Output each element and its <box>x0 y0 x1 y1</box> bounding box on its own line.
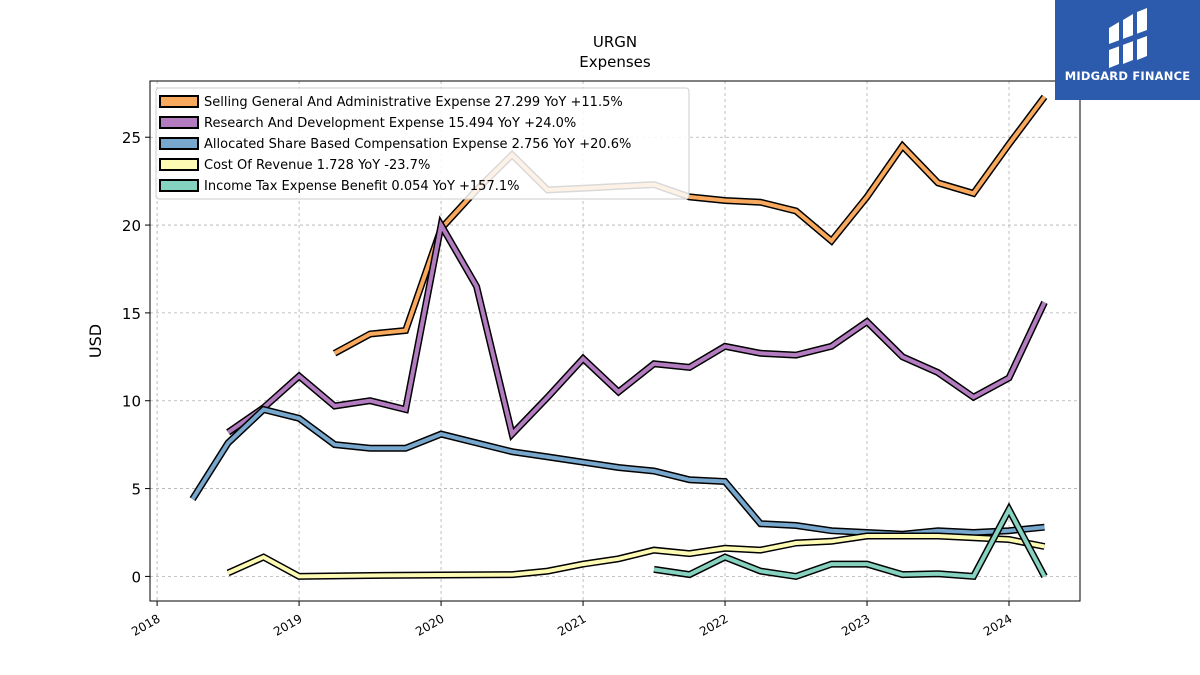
x-tick-label: 2019 <box>271 611 304 638</box>
y-tick-label: 5 <box>131 481 141 499</box>
y-tick-label: 15 <box>122 305 141 323</box>
x-tick-label: 2024 <box>981 611 1014 638</box>
legend: Selling General And Administrative Expen… <box>155 87 690 200</box>
series-line <box>226 215 1048 442</box>
y-tick-label: 25 <box>122 129 141 147</box>
legend-entry: Research And Development Expense 15.494 … <box>204 116 576 131</box>
series-line-stroke <box>226 219 1047 439</box>
x-tick-label: 2018 <box>129 611 162 638</box>
series-line <box>189 405 1045 538</box>
series-lines <box>189 94 1048 581</box>
x-tick-label: 2021 <box>555 611 588 638</box>
series-line-stroke <box>653 505 1047 579</box>
logo-mark-icon <box>1109 8 1147 68</box>
x-tick-label: 2020 <box>413 611 446 638</box>
series-line <box>226 532 1046 580</box>
chart-title: URGN <box>593 33 637 51</box>
legend-swatch <box>159 137 199 150</box>
midgard-finance-logo: MIDGARD FINANCE <box>1055 0 1200 100</box>
series-line-outline <box>189 405 1045 538</box>
y-tick-label: 0 <box>131 568 141 586</box>
legend-entry: Income Tax Expense Benefit 0.054 YoY +15… <box>204 179 519 194</box>
series-line <box>653 502 1048 581</box>
series-line-stroke <box>333 95 1047 356</box>
series-line <box>332 94 1048 357</box>
x-tick-label: 2022 <box>697 611 730 638</box>
legend-swatch <box>159 179 199 192</box>
logo-text: MIDGARD FINANCE <box>1064 69 1191 83</box>
y-tick-label: 20 <box>122 217 141 235</box>
plot-frame <box>149 80 1081 602</box>
y-axis-label: USD <box>86 324 105 358</box>
series-line-stroke <box>227 534 1045 579</box>
series-line-stroke <box>190 407 1045 537</box>
y-tick-label: 10 <box>122 393 141 411</box>
chart-subtitle: Expenses <box>579 53 651 71</box>
series-line-outline <box>653 502 1048 581</box>
x-tick-label: 2023 <box>839 611 872 638</box>
legend-swatch <box>159 95 199 108</box>
legend-entry: Cost Of Revenue 1.728 YoY -23.7% <box>204 158 430 173</box>
legend-entry: Selling General And Administrative Expen… <box>204 95 623 110</box>
legend-box <box>155 87 690 200</box>
legend-entry: Allocated Share Based Compensation Expen… <box>204 137 631 152</box>
legend-swatch <box>159 158 199 171</box>
legend-swatch <box>159 116 199 129</box>
